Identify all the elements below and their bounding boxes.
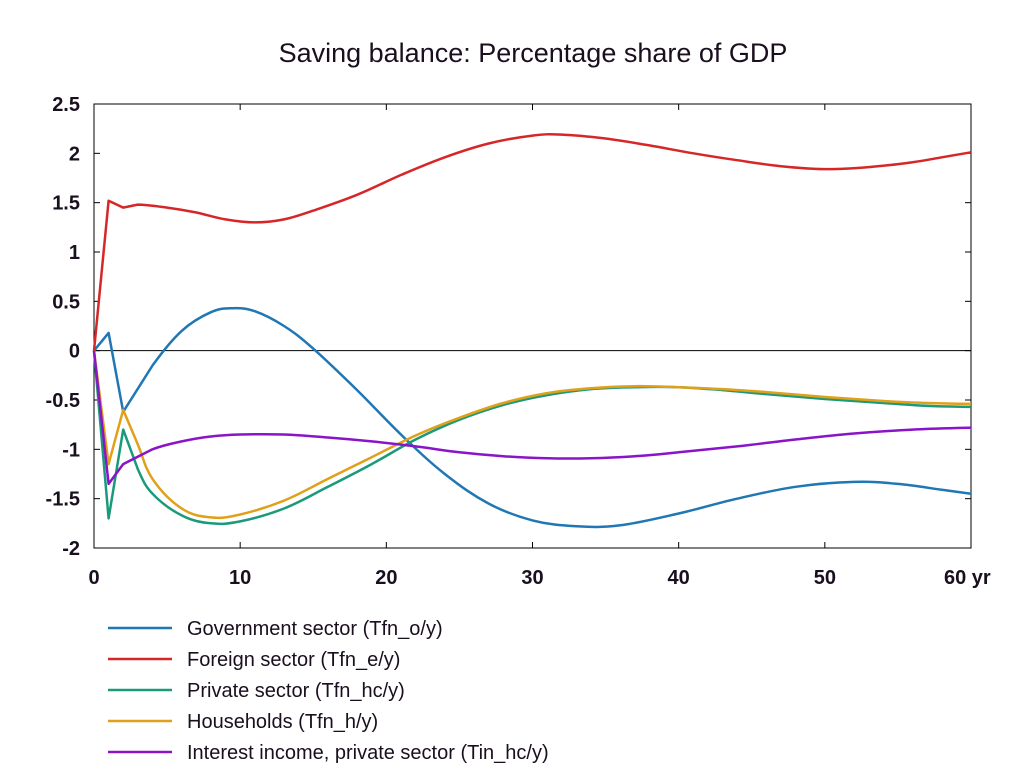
x-axis: 0 10 20 30 40 50 60 yr <box>88 104 991 589</box>
series-line-1 <box>92 133 972 351</box>
x-tick-label: 40 <box>668 567 690 589</box>
x-tick-label: 30 <box>521 567 543 589</box>
legend-label-2: Private sector (Tfn_hc/y) <box>187 680 405 702</box>
series-line-0 <box>93 306 972 529</box>
series-line-3 <box>92 350 972 520</box>
x-tick-label: 60 yr <box>944 567 991 589</box>
x-tick-label: 20 <box>375 567 397 589</box>
y-tick-label: 2.5 <box>52 94 80 116</box>
legend-label-1: Foreign sector (Tfn_e/y) <box>187 649 400 671</box>
y-tick-label: -1.5 <box>46 489 80 511</box>
legend-label-3: Households (Tfn_h/y) <box>187 711 378 733</box>
series-line-4 <box>92 350 972 486</box>
chart-title: Saving balance: Percentage share of GDP <box>279 38 788 68</box>
legend-label-4: Interest income, private sector (Tin_hc/… <box>187 742 549 764</box>
y-tick-label: 0 <box>69 341 80 363</box>
y-tick-label: 1 <box>69 242 80 264</box>
series-lines <box>92 133 972 529</box>
y-axis: 2.5 2 1.5 1 0.5 0 -0.5 -1 -1.5 -2 <box>46 94 971 560</box>
series-line-2 <box>92 350 972 526</box>
y-tick-label: -0.5 <box>46 390 80 412</box>
legend: Government sector (Tfn_o/y) Foreign secto… <box>108 618 549 764</box>
x-tick-label: 50 <box>814 567 836 589</box>
legend-label-0: Government sector (Tfn_o/y) <box>187 618 443 640</box>
y-tick-label: -2 <box>62 538 80 560</box>
y-tick-label: 1.5 <box>52 193 80 215</box>
y-tick-label: -1 <box>62 439 80 461</box>
y-tick-label: 2 <box>69 143 80 165</box>
y-tick-label: 0.5 <box>52 291 80 313</box>
x-tick-label: 10 <box>229 567 251 589</box>
x-tick-label: 0 <box>88 567 99 589</box>
